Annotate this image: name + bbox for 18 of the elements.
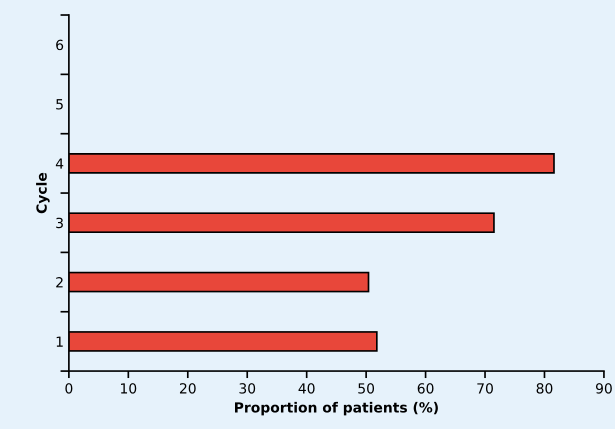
y-tick-label: 2 (56, 277, 63, 288)
y-tick-label: 6 (56, 40, 64, 50)
x-tick-label: 40 (298, 383, 315, 394)
y-tick-label: 4 (56, 158, 64, 169)
x-tick-label: 10 (121, 383, 136, 394)
x-tick-label: 90 (596, 383, 612, 394)
y-axis-title: Cycle (36, 172, 50, 214)
x-tick-label: 0 (65, 383, 72, 394)
x-tick-label: 80 (536, 383, 552, 394)
y-tick-label: 3 (56, 218, 63, 228)
x-tick-label: 50 (358, 383, 374, 394)
x-tick-label: 20 (180, 383, 196, 394)
y-tick-label: 5 (56, 99, 63, 110)
x-tick-label: 60 (418, 383, 434, 394)
x-tick-label: 30 (239, 383, 256, 394)
y-tick-label: 1 (56, 336, 63, 347)
x-tick-label: 70 (477, 383, 493, 394)
x-axis-title: Proportion of patients (%) (235, 402, 438, 416)
